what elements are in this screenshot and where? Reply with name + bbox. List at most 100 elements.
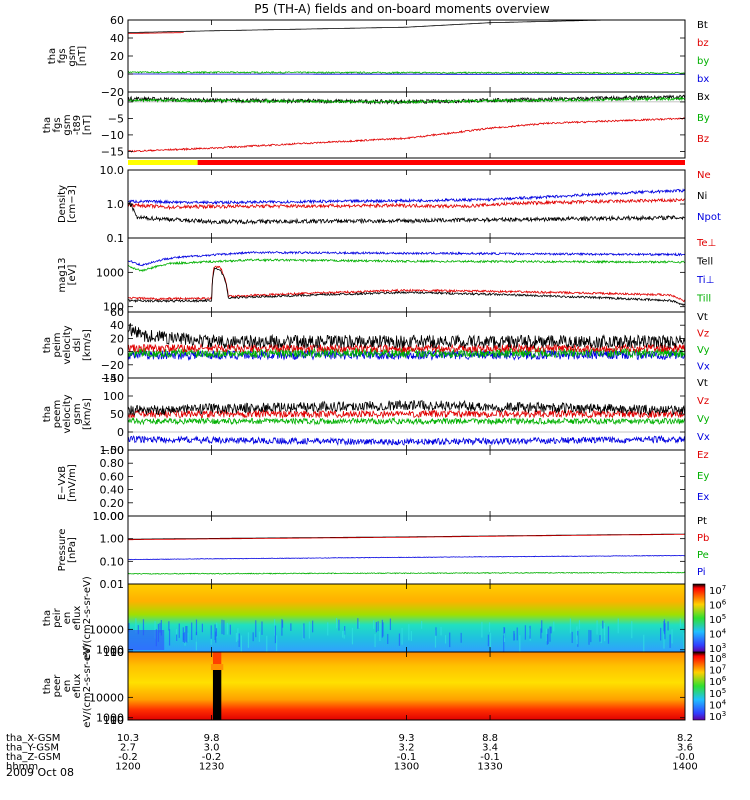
colorbar-label: 104 [709,628,727,641]
heatmap-streak [588,629,590,645]
colorbar-label: 106 [709,675,727,688]
y-tick-label: 0.60 [100,470,125,483]
heatmap-streak [460,632,462,643]
heatmap-streak [178,623,180,638]
heatmap-streak [237,632,239,640]
y-tick-label: 60 [110,306,124,319]
heatmap-gap [212,670,222,720]
y-axis-label: eflux [72,606,83,631]
colorbar-label: 105 [709,613,726,626]
y-axis-label: [eV] [67,265,78,286]
heatmap-streak [375,622,378,633]
heatmap-streak [238,633,240,647]
series-line-red [127,408,686,420]
panel-0: 60 40 20 0 −20 tha fgs gsm [nT] Bt bz by bx [47,14,709,99]
y-tick-label: 1000 [96,644,124,657]
colorbar-label: 107 [709,584,726,597]
panel-3: 1000 100 mag13 [eV] Te⊥ Tell Ti⊥ Till [57,237,716,314]
heatmap-streak [168,621,170,631]
heatmap-streak [215,631,217,643]
x-axis-value: 3.4 [482,743,498,754]
x-axis-row-label: hhmm [6,762,38,773]
x-axis-value: 1200 [115,762,140,773]
heatmap-streak [351,627,354,645]
heatmap-field-9 [128,652,685,720]
legend-item: Bx [697,92,710,103]
heatmap-streak [215,628,218,637]
legend-item: Vz [697,396,709,407]
y-axis-label: E−VxB [57,466,68,500]
heatmap-streak [449,632,451,648]
legend-item: Vt [697,312,708,323]
legend-item: Ne [697,170,711,181]
y-tick-label: −50 [101,444,124,457]
heatmap-streak [221,619,223,635]
y-axis-label: peer [52,674,63,698]
heatmap-streak [223,620,225,635]
y-tick-label: −5 [108,112,124,125]
heatmap-low-region [128,630,165,650]
x-axis-value: 1230 [199,762,224,773]
y-tick-label: 0.01 [100,578,125,591]
heatmap-streak [373,620,375,629]
x-axis-value: 10.3 [117,733,139,744]
y-axis-label: Pressure [57,529,68,572]
heatmap-streak [344,626,346,635]
x-axis-row-label: tha_Y-GSM [6,743,59,754]
legend-item: Bz [697,134,709,145]
y-axis-label: [nT] [77,46,88,66]
heatmap-streak [410,630,412,641]
y-axis-label: velocity [62,394,73,433]
heatmap-streak [503,635,505,652]
heatmap-streak [576,635,578,645]
heatmap-streak [604,626,606,642]
heatmap-streak [435,627,437,636]
heatmap-streak [266,635,268,654]
y-tick-label: 0 [117,426,124,439]
y-tick-label: 20 [110,332,124,345]
legend-item: bz [697,38,709,49]
series-line-red [127,197,686,211]
heatmap-streak [343,630,345,639]
series-line-green [127,416,686,426]
series-line-red [127,117,686,153]
y-tick-label: −10 [101,129,124,142]
y-axis-label: peim [52,332,63,357]
y-tick-label: 0.10 [100,555,125,568]
heatmap-streak [599,635,601,642]
heatmap-streak [679,618,681,628]
y-tick-label: 1000 [96,712,124,725]
heatmap-streak [312,620,314,633]
heatmap-streak [255,620,257,638]
heatmap-streak [547,628,549,644]
y-axis-label: fgs [57,48,68,63]
series-line-black [127,322,686,350]
y-axis-label: eV/(cm2-s-sr-eV) [82,576,93,660]
series-line-blue [127,435,686,447]
y-tick-label: 40 [110,32,124,45]
y-axis-label: gsm [62,114,73,135]
heatmap-streak [663,631,665,649]
panel-5: 150 100 50 0 −50 tha peem velocity gsm [km/s] Vt Vz… [42,372,710,457]
heatmap-streak [489,632,492,649]
heatmap-streak [669,634,671,648]
heatmap-streak [440,626,442,636]
heatmap-streak [374,634,376,648]
heatmap-streak [195,619,198,636]
legend-item: Npot [697,212,721,223]
heatmap-streak [596,620,598,635]
y-axis-label: [km/s] [82,398,93,430]
heatmap-streak [183,632,186,643]
heatmap-streak [516,627,518,641]
date-label: 2009 Oct 08 [6,766,74,779]
legend-item: Ti⊥ [696,275,714,286]
legend-item: bx [697,74,709,85]
heatmap-streak [663,619,666,635]
y-tick-label: 1.00 [100,533,125,546]
heatmap-streak [617,618,619,634]
x-axis-value: -0.0 [675,752,695,763]
legend-item: Till [696,294,711,305]
heatmap-streak [142,619,145,636]
heatmap-streak [226,622,229,635]
